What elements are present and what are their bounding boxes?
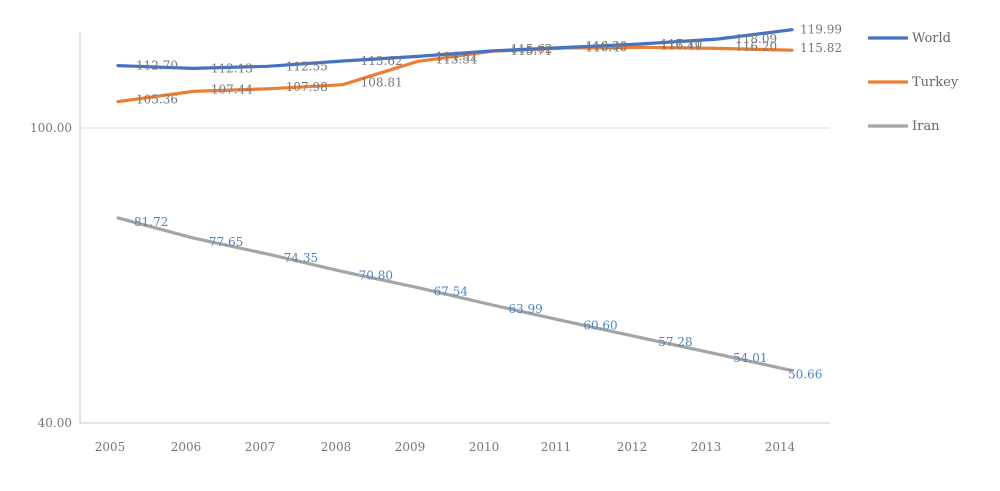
data-label-iran-2005: 81.72 <box>134 215 168 229</box>
data-label-world-2010: 115.71 <box>510 44 552 58</box>
data-labels: 112.70 112.13 112.55 113.62 114.57 115.71 116.… <box>134 23 842 382</box>
legend-label-turkey: Turkey <box>912 75 959 90</box>
x-tick-label-2005: 2005 <box>95 440 126 454</box>
data-label-world-2013: 118.09 <box>735 32 777 46</box>
data-label-turkey-2008: 108.81 <box>361 76 403 90</box>
x-tick-label-2007: 2007 <box>245 440 276 454</box>
data-label-turkey-2009: 113.54 <box>436 52 478 66</box>
legend: World Turkey Iran <box>868 31 959 134</box>
x-tick-labels: 2005 2006 2007 2008 2009 2010 2011 2012 2013 2014 <box>95 440 796 454</box>
data-label-iran-2009: 67.54 <box>434 285 469 299</box>
data-label-turkey-2006: 107.44 <box>211 82 253 96</box>
data-label-iran-2008: 70.80 <box>359 269 393 283</box>
data-label-world-2005: 112.70 <box>136 59 178 73</box>
x-tick-label-2008: 2008 <box>321 440 352 454</box>
data-label-iran-2006: 77.65 <box>209 235 243 249</box>
data-label-turkey-2010: 115.62 <box>510 42 552 56</box>
data-label-iran-2010: 63.99 <box>508 302 542 316</box>
legend-label-world: World <box>912 31 951 46</box>
data-label-world-2009: 114.57 <box>436 49 478 63</box>
data-label-turkey-2012: 116.41 <box>660 38 702 52</box>
y-tick-label-40: 40.00 <box>38 416 72 430</box>
data-label-world-2011: 116.40 <box>585 40 627 54</box>
data-label-world-2007: 112.55 <box>286 59 328 73</box>
data-label-turkey-2005: 105.36 <box>136 93 178 107</box>
data-label-turkey-2014: 115.82 <box>800 41 842 55</box>
series-line-world <box>116 28 794 71</box>
data-label-iran-2014: 50.66 <box>788 368 822 382</box>
x-tick-label-2006: 2006 <box>171 440 202 454</box>
data-label-turkey-2013: 116.20 <box>735 39 777 53</box>
data-label-iran-2007: 74.35 <box>284 251 318 265</box>
series-lines <box>116 28 794 373</box>
data-label-iran-2012: 57.28 <box>658 335 692 349</box>
x-tick-label-2010: 2010 <box>469 440 500 454</box>
data-label-iran-2013: 54.01 <box>733 351 767 365</box>
series-line-iran <box>116 216 794 373</box>
x-tick-label-2014: 2014 <box>765 440 796 454</box>
x-tick-label-2011: 2011 <box>541 440 572 454</box>
data-label-world-2012: 117.10 <box>660 37 702 51</box>
x-tick-label-2009: 2009 <box>395 440 426 454</box>
x-tick-label-2013: 2013 <box>691 440 722 454</box>
data-label-turkey-2011: 116.30 <box>585 39 627 53</box>
data-label-world-2006: 112.13 <box>211 61 253 75</box>
x-tick-label-2012: 2012 <box>617 440 648 454</box>
legend-label-iran: Iran <box>912 119 940 134</box>
y-tick-label-100: 100.00 <box>30 121 72 135</box>
data-label-world-2008: 113.62 <box>361 54 403 68</box>
series-line-turkey <box>116 45 794 104</box>
data-label-world-2014: 119.99 <box>800 23 842 37</box>
data-label-iran-2011: 60.60 <box>583 319 617 333</box>
data-label-turkey-2007: 107.98 <box>286 80 328 94</box>
